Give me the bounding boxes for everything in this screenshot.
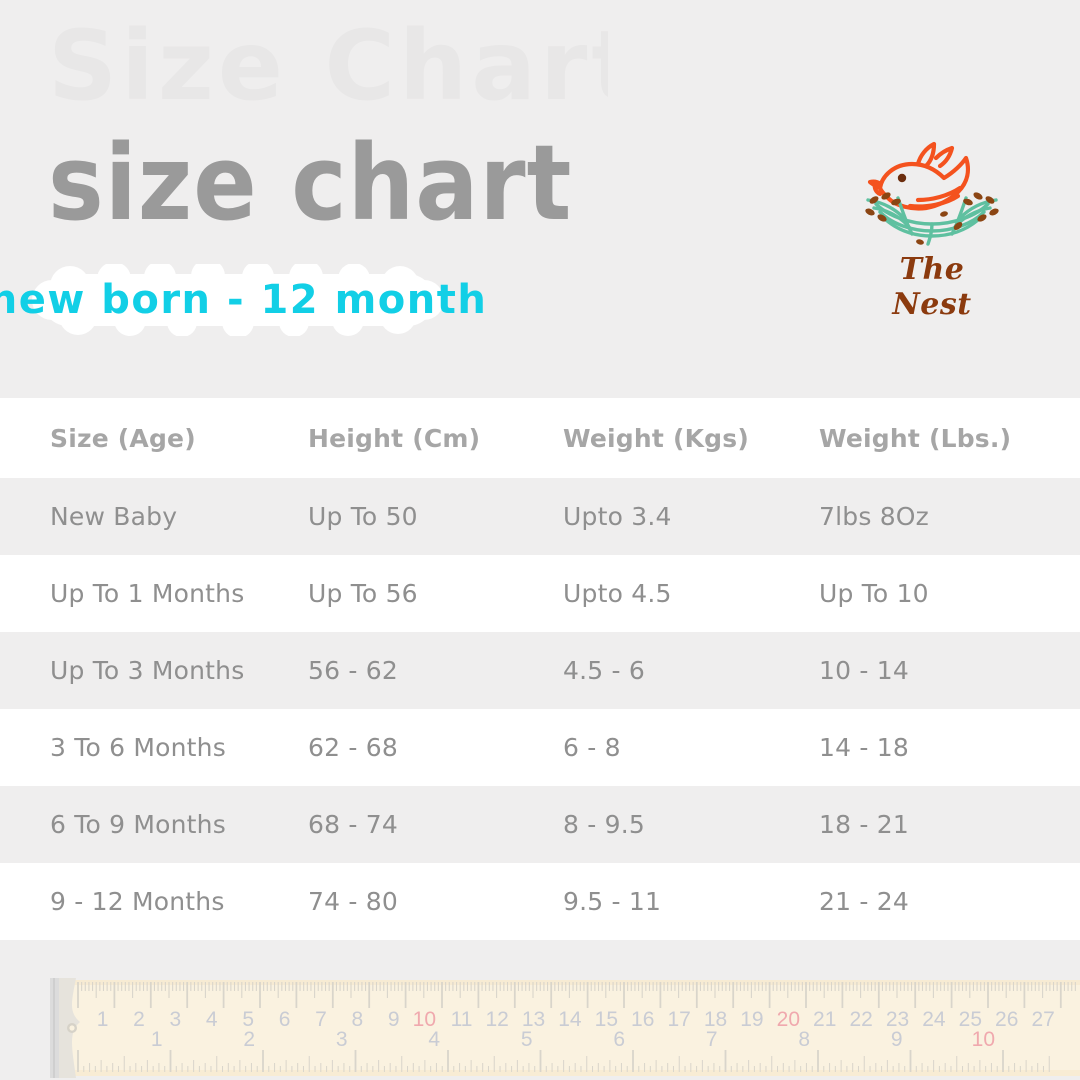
ruler-cm-label: 9 (388, 1008, 400, 1031)
ruler-cm-label: 21 (813, 1008, 836, 1031)
subtitle-text: New Born - 12 Month (0, 277, 488, 323)
ruler-cm-label: 4 (206, 1008, 218, 1031)
cell-weight-kgs: 6 - 8 (563, 733, 621, 762)
cell-weight-lbs: 10 - 14 (819, 656, 909, 685)
nest-logo-icon (865, 141, 999, 246)
cell-height: Up To 56 (308, 579, 418, 608)
ruler-cm-label: 20 (777, 1008, 800, 1031)
cell-size: 3 To 6 Months (50, 733, 226, 762)
bird-icon (867, 141, 970, 211)
cell-weight-lbs: 18 - 21 (819, 810, 909, 839)
cell-size: Up To 3 Months (50, 656, 245, 685)
cell-height: 74 - 80 (308, 887, 398, 916)
cell-size: 6 To 9 Months (50, 810, 226, 839)
ruler-inch-label: 9 (891, 1028, 903, 1051)
table-row: Up To 3 Months 56 - 62 4.5 - 6 10 - 14 (0, 632, 1080, 709)
ruler-cm-label: 12 (485, 1008, 508, 1031)
brand-logo: The Nest (858, 138, 1006, 322)
cell-height: 56 - 62 (308, 656, 398, 685)
page-title: Size Chart (48, 122, 573, 244)
cell-height: 62 - 68 (308, 733, 398, 762)
ruler-cm-label: 2 (133, 1008, 145, 1031)
cell-height: 68 - 74 (308, 810, 398, 839)
cell-weight-kgs: Upto 4.5 (563, 579, 672, 608)
column-header-weight-kgs: Weight (Kgs) (563, 423, 749, 453)
bird-eye-icon (897, 173, 907, 183)
title-block: Size Chart (48, 122, 668, 244)
ruler-cm-label: 8 (352, 1008, 364, 1031)
ruler-cm-label: 16 (631, 1008, 654, 1031)
ruler-cm-label: 14 (558, 1008, 582, 1031)
cell-height: Up To 50 (308, 502, 418, 531)
ruler-cm-label: 18 (704, 1008, 727, 1031)
cell-size: New Baby (50, 502, 178, 531)
table-row: 6 To 9 Months 68 - 74 8 - 9.5 18 - 21 (0, 786, 1080, 863)
ruler-cm-label: 3 (170, 1008, 182, 1031)
cell-weight-kgs: 8 - 9.5 (563, 810, 645, 839)
cell-weight-lbs: 21 - 24 (819, 887, 909, 916)
measuring-tape-graphic: 1 2 3 4 5 6 7 8 9 10 11 12 13 14 15 16 17 18 19 20 21 22 23 24 2… (50, 978, 1080, 1078)
ruler-cm-label: 27 (1031, 1008, 1054, 1031)
subtitle-badge: New Born - 12 Month (0, 264, 488, 336)
title-watermark: Size Chart (48, 18, 608, 138)
ruler-cm-label: 7 (315, 1008, 327, 1031)
cell-size: 9 - 12 Months (50, 887, 225, 916)
ruler-cm-label: 5 (242, 1008, 254, 1031)
cell-weight-kgs: 9.5 - 11 (563, 887, 662, 916)
table-header: Size (Age) Height (Cm) Weight (Kgs) Weig… (0, 398, 1080, 478)
cell-weight-lbs: 7lbs 8Oz (819, 502, 929, 531)
ruler-cm-label: 25 (959, 1008, 982, 1031)
ruler-cm-label: 1 (97, 1008, 109, 1031)
ruler-cm-label: 6 (279, 1008, 291, 1031)
size-chart-table: Size (Age) Height (Cm) Weight (Kgs) Weig… (0, 398, 1080, 940)
cell-weight-kgs: 4.5 - 6 (563, 656, 645, 685)
ruler-cm-label: 13 (522, 1008, 545, 1031)
cloud-shape-icon (32, 264, 444, 336)
ruler-cm-label: 10 (413, 1008, 436, 1031)
nest-leaves-icon (865, 192, 999, 245)
ruler-inch-label: 6 (613, 1028, 625, 1051)
column-header-weight-lbs: Weight (Lbs.) (819, 423, 1012, 453)
ruler-cm-label: 24 (922, 1008, 946, 1031)
ruler-inch-label: 2 (243, 1028, 255, 1051)
cell-size: Up To 1 Months (50, 579, 245, 608)
table-row: New Baby Up To 50 Upto 3.4 7lbs 8Oz (0, 478, 1080, 555)
ruler-cm-label: 23 (886, 1008, 909, 1031)
ruler-inch-label: 5 (521, 1028, 533, 1051)
table-row: Up To 1 Months Up To 56 Upto 4.5 Up To 1… (0, 555, 1080, 632)
ruler-cm-label: 22 (849, 1008, 872, 1031)
title-watermark-text: Size Chart (48, 18, 608, 122)
cell-weight-lbs: Up To 10 (819, 579, 929, 608)
table-body: New Baby Up To 50 Upto 3.4 7lbs 8Oz Up T… (0, 478, 1080, 940)
ruler-inch-label: 1 (151, 1028, 163, 1051)
ruler-cm-label: 26 (995, 1008, 1018, 1031)
brand-name: The Nest (892, 252, 972, 322)
measuring-tape-ruler: 1 2 3 4 5 6 7 8 9 10 11 12 13 14 15 16 17 18 19 20 21 22 23 24 2… (50, 978, 1080, 1078)
ruler-inch-label: 8 (798, 1028, 810, 1051)
ruler-cm-label: 17 (667, 1008, 690, 1031)
ruler-cm-label: 15 (595, 1008, 618, 1031)
ruler-cm-label: 19 (740, 1008, 763, 1031)
column-header-size: Size (Age) (50, 423, 196, 453)
column-header-height: Height (Cm) (308, 423, 481, 453)
cell-weight-kgs: Upto 3.4 (563, 502, 672, 531)
table-header-row: Size (Age) Height (Cm) Weight (Kgs) Weig… (0, 398, 1080, 478)
ruler-inch-label: 4 (428, 1028, 440, 1051)
ruler-inch-label: 3 (336, 1028, 348, 1051)
ruler-cm-label: 11 (451, 1008, 473, 1031)
cell-weight-lbs: 14 - 18 (819, 733, 909, 762)
ruler-inch-label: 10 (972, 1028, 995, 1051)
header-area: Size Chart Size Chart (0, 0, 1080, 398)
ruler-inch-label: 7 (706, 1028, 718, 1051)
table-row: 9 - 12 Months 74 - 80 9.5 - 11 21 - 24 (0, 863, 1080, 940)
table-row: 3 To 6 Months 62 - 68 6 - 8 14 - 18 (0, 709, 1080, 786)
